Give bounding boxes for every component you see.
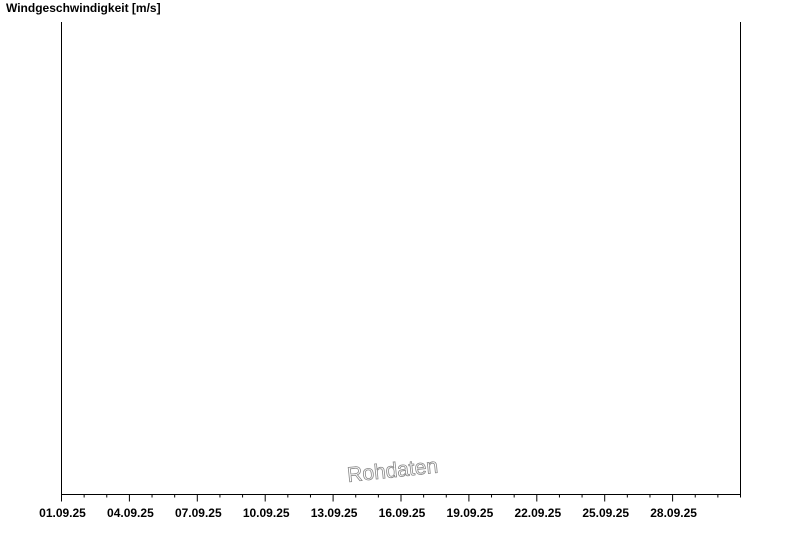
axes (61, 22, 741, 495)
x-tick-label: 19.09.25 (447, 506, 494, 520)
x-tick-label: 04.09.25 (107, 506, 154, 520)
x-tick-label: 22.09.25 (514, 506, 561, 520)
x-tick-label: 01.09.25 (39, 506, 86, 520)
x-tick-label: 07.09.25 (175, 506, 222, 520)
x-tick-label: 16.09.25 (379, 506, 426, 520)
chart-title: Windgeschwindigkeit [m/s] (6, 1, 161, 15)
watermark: Rohdaten (346, 455, 439, 487)
x-ticks (61, 494, 741, 502)
x-tick-label: 13.09.25 (311, 506, 358, 520)
x-tick-label: 10.09.25 (243, 506, 290, 520)
x-tick-label: 28.09.25 (650, 506, 697, 520)
x-tick-label: 25.09.25 (582, 506, 629, 520)
x-tick-labels: 01.09.25 04.09.25 07.09.25 10.09.25 13.09.25… (39, 506, 697, 520)
